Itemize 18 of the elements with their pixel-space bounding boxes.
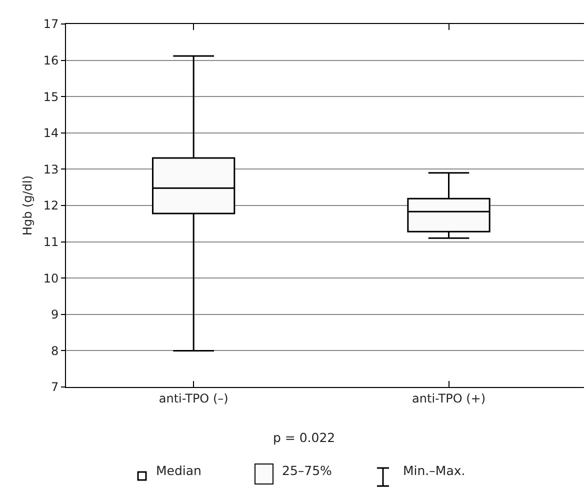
y-tick-label: 12 [43, 198, 59, 213]
y-tick-label: 17 [43, 17, 59, 32]
y-tick-label: 9 [50, 308, 59, 322]
y-axis-title: Hgb (g/dl) [20, 175, 35, 236]
x-tick-label: anti-TPO (–) [158, 391, 228, 406]
x-tick-label: anti-TPO (+) [412, 391, 486, 406]
y-tick-label: 16 [43, 54, 59, 68]
y-tick-label: 13 [43, 162, 59, 176]
text: Min.–Max. [403, 463, 466, 478]
y-tick-label: 10 [43, 271, 59, 286]
text: Median [156, 463, 202, 478]
y-tick-label: 8 [50, 344, 59, 358]
y-tick-label: 11 [43, 235, 59, 249]
text: p = 0.022 [273, 430, 336, 445]
y-tick-label: 15 [43, 90, 59, 104]
text: 25–75% [282, 463, 332, 478]
y-tick-label: 14 [43, 126, 59, 140]
y-tick-label: 7 [50, 380, 59, 394]
